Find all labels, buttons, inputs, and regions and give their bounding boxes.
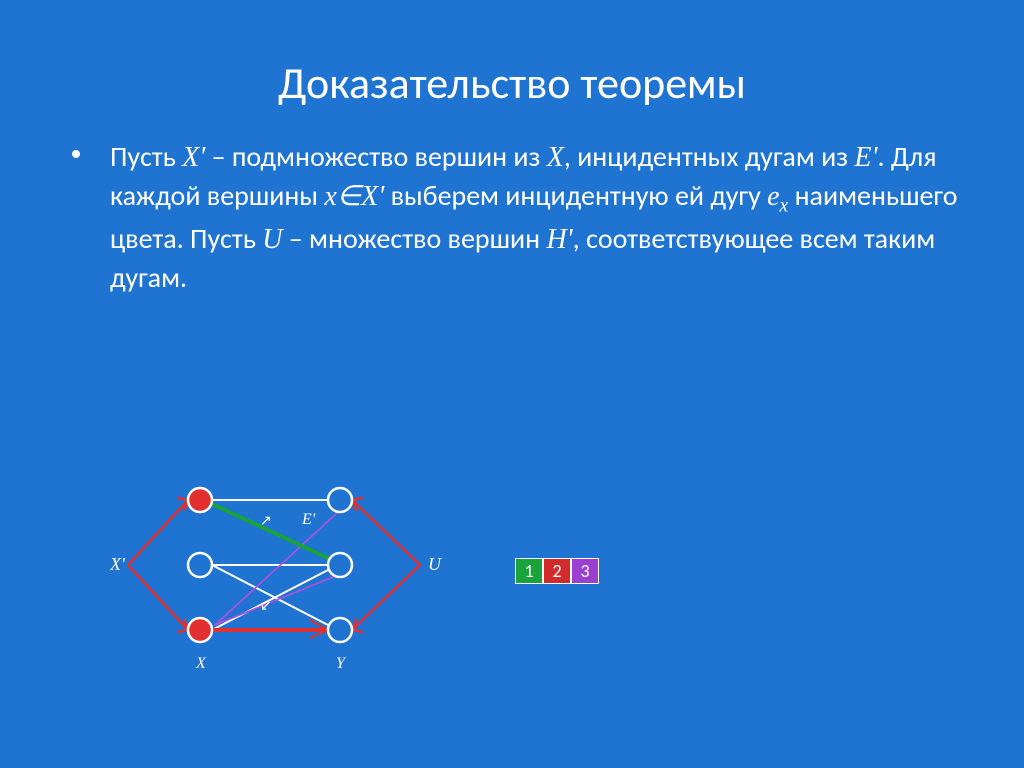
svg-text:↗: ↗ xyxy=(260,514,272,529)
page-title: Доказательство теоремы xyxy=(0,0,1024,138)
svg-text:X: X xyxy=(195,655,207,672)
sym-E-prime: E' xyxy=(854,142,877,173)
text-frag: Пусть xyxy=(110,139,182,174)
sym-X: X xyxy=(547,142,564,173)
text-frag: – множество вершин xyxy=(289,221,547,256)
text-frag: выберем инцидентную ей дугу xyxy=(391,178,768,213)
legend-cell: 3 xyxy=(571,558,599,584)
sym-Xp2: X' xyxy=(361,181,384,212)
graph-svg: ↗ ↙ E' X Y X' U xyxy=(110,470,450,700)
svg-text:↙: ↙ xyxy=(260,599,272,614)
sym-H-prime: H' xyxy=(546,224,572,255)
sym-e-sub: x xyxy=(780,195,789,216)
bullet-icon xyxy=(72,150,80,158)
sym-in: ∈ xyxy=(337,181,361,212)
svg-text:U: U xyxy=(428,554,442,574)
sym-X-prime: X' xyxy=(182,142,205,173)
sym-x: x xyxy=(324,181,336,212)
text-frag: – подмножество вершин из xyxy=(212,139,547,174)
sym-U: U xyxy=(262,224,282,255)
svg-text:X': X' xyxy=(110,554,126,574)
legend-cell: 1 xyxy=(515,558,543,584)
theorem-body: Пусть X' – подмножество вершин из X, инц… xyxy=(0,138,1024,296)
legend-cell: 2 xyxy=(543,558,571,584)
svg-text:Y: Y xyxy=(336,655,347,672)
sym-e: e xyxy=(767,181,779,212)
graph-diagram: ↗↙E'XYX'U xyxy=(110,470,430,700)
text-frag: , инцидентных дугам из xyxy=(564,139,855,174)
svg-text:E': E' xyxy=(301,511,316,528)
color-legend: 123 xyxy=(515,558,599,584)
